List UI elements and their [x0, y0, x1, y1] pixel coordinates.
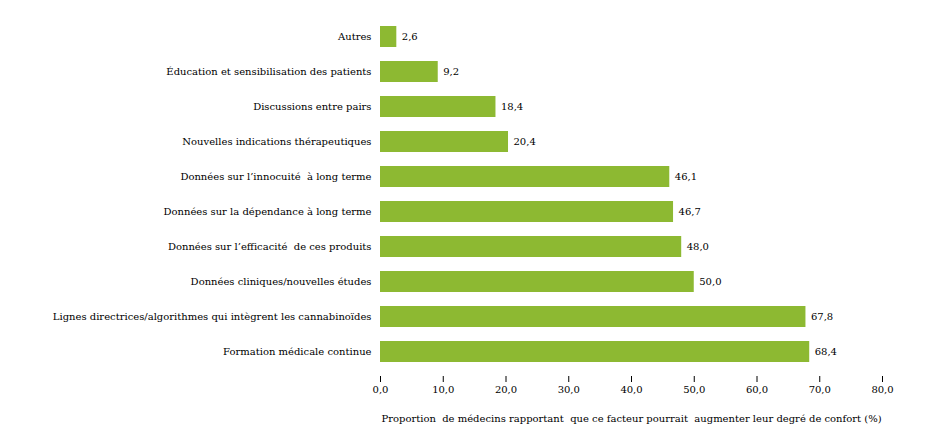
svg-text:30,0: 30,0: [558, 384, 580, 395]
svg-text:10,0: 10,0: [432, 384, 454, 395]
svg-text:18,4: 18,4: [501, 101, 523, 112]
svg-text:20,0: 20,0: [495, 384, 517, 395]
svg-text:Données sur l’efficacité de c: Données sur l’efficacité de ces produits: [168, 241, 372, 252]
svg-text:Lignes directrices/algorithmes: Lignes directrices/algorithmes qui intèg…: [53, 311, 372, 322]
svg-text:Formation médicale continue: Formation médicale continue: [223, 346, 372, 357]
svg-text:0,0: 0,0: [373, 384, 389, 395]
svg-text:20,4: 20,4: [514, 136, 536, 147]
svg-text:46,1: 46,1: [675, 171, 697, 182]
svg-text:50,0: 50,0: [683, 384, 705, 395]
svg-text:Discussions entre pairs: Discussions entre pairs: [253, 101, 371, 112]
svg-text:67,8: 67,8: [811, 311, 833, 322]
svg-text:48,0: 48,0: [687, 241, 709, 252]
svg-text:Autres: Autres: [337, 31, 372, 42]
svg-text:Éducation et sensibilisation d: Éducation et sensibilisation des patient…: [166, 66, 371, 77]
svg-text:70,0: 70,0: [809, 384, 831, 395]
svg-text:46,7: 46,7: [679, 206, 701, 217]
svg-text:9,2: 9,2: [443, 66, 459, 77]
svg-text:Données sur l’innocuité à lon: Données sur l’innocuité à long terme: [180, 171, 371, 182]
svg-text:50,0: 50,0: [699, 276, 721, 287]
svg-text:Données cliniques/nouvelles ét: Données cliniques/nouvelles études: [191, 276, 372, 287]
svg-text:Données sur la dépendance à lo: Données sur la dépendance à long terme: [163, 206, 371, 217]
svg-text:68,4: 68,4: [815, 346, 837, 357]
svg-text:2,6: 2,6: [402, 31, 418, 42]
svg-text:Nouvelles indications thérapeu: Nouvelles indications thérapeutiques: [182, 136, 371, 147]
svg-text:80,0: 80,0: [871, 384, 893, 395]
svg-text:60,0: 60,0: [746, 384, 768, 395]
svg-text:Proportion de médecins rappor: Proportion de médecins rapportant que ce…: [381, 413, 881, 424]
svg-text:40,0: 40,0: [620, 384, 642, 395]
